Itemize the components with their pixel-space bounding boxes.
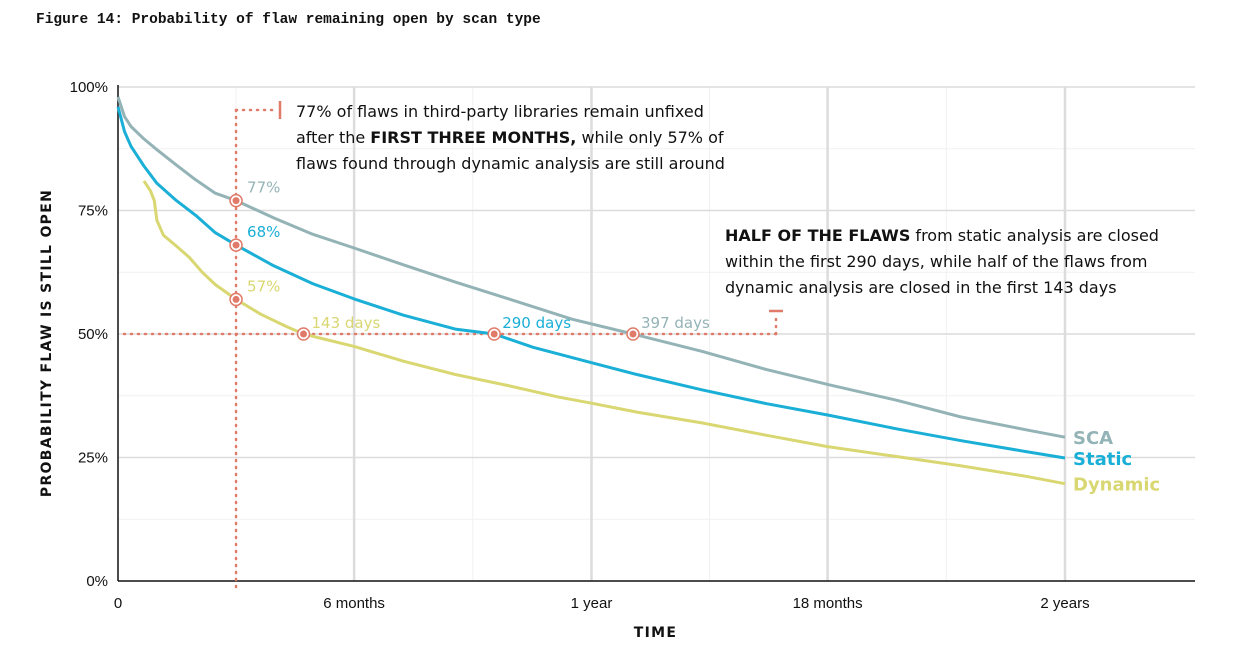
point-label: 68% [247,223,280,241]
series-line-sca [116,96,1066,439]
annotation-text: from static analysis are closed [910,226,1159,245]
point-marker [229,193,243,208]
x-tick-label: 1 year [571,595,613,612]
reference-lines [122,101,783,591]
point-marker [229,292,243,307]
point-marker-dot [300,330,308,338]
x-tick-label: 2 years [1040,595,1089,612]
series-line-dynamic [142,180,1066,486]
series-label-sca: SCA [1073,428,1113,449]
point-marker [626,327,640,341]
annotation-text: flaws found through dynamic analysis are… [296,154,725,173]
y-axis-title: PROBABILITY FLAW IS STILL OPEN [39,189,55,497]
x-tick-label: 0 [114,595,122,612]
series-label-dynamic: Dynamic [1073,475,1160,496]
point-marker-dot [232,295,240,303]
annotation-text: within the first 290 days, while half of… [725,252,1148,271]
series-line-static [116,106,1066,460]
point-label: 290 days [502,314,571,332]
annotation-line: dynamic analysis are closed in the first… [725,278,1117,297]
point-label: 397 days [641,314,710,332]
x-tick-label: 6 months [323,595,385,612]
point-marker [487,327,501,341]
point-label: 77% [247,179,280,197]
y-tick-label: 50% [78,326,108,343]
y-tick-label: 75% [78,203,108,220]
annotation-text: while only 57% of [576,128,724,147]
annotation-line: after the FIRST THREE MONTHS, while only… [296,128,724,147]
annotation-text: after the [296,128,370,147]
y-tick-label: 0% [86,573,108,590]
point-marker-dot [490,330,498,338]
point-marker-dot [629,330,637,338]
series-label-static: Static [1073,449,1132,470]
annotation-emphasis: FIRST THREE MONTHS, [370,128,576,147]
figure-title: Figure 14: Probability of flaw remaining… [36,12,541,28]
y-tick-label: 25% [78,450,108,467]
annotation-emphasis: HALF OF THE FLAWS [725,226,910,245]
annotation-line: 77% of flaws in third-party libraries re… [296,102,704,121]
annotation-line: within the first 290 days, while half of… [725,252,1148,271]
series-lines [116,96,1066,486]
point-marker [296,327,311,341]
annotation-line: HALF OF THE FLAWS from static analysis a… [725,226,1159,245]
point-marker-dot [232,197,240,205]
point-label: 143 days [312,314,381,332]
x-axis-title: TIME [634,625,677,641]
annotation-line: flaws found through dynamic analysis are… [296,154,725,173]
markers [229,193,640,341]
point-label: 57% [247,277,280,295]
axes: 0% 25% 50% 75% 100% 0 6 months 1 year 18 months 2… [39,79,1195,641]
point-marker [229,238,243,252]
y-tick-label: 100% [70,79,108,96]
x-tick-label: 18 months [793,595,863,612]
point-marker-dot [232,241,240,249]
annotation-text: dynamic analysis are closed in the first… [725,278,1117,297]
annotation-text: 77% of flaws in third-party libraries re… [296,102,704,121]
